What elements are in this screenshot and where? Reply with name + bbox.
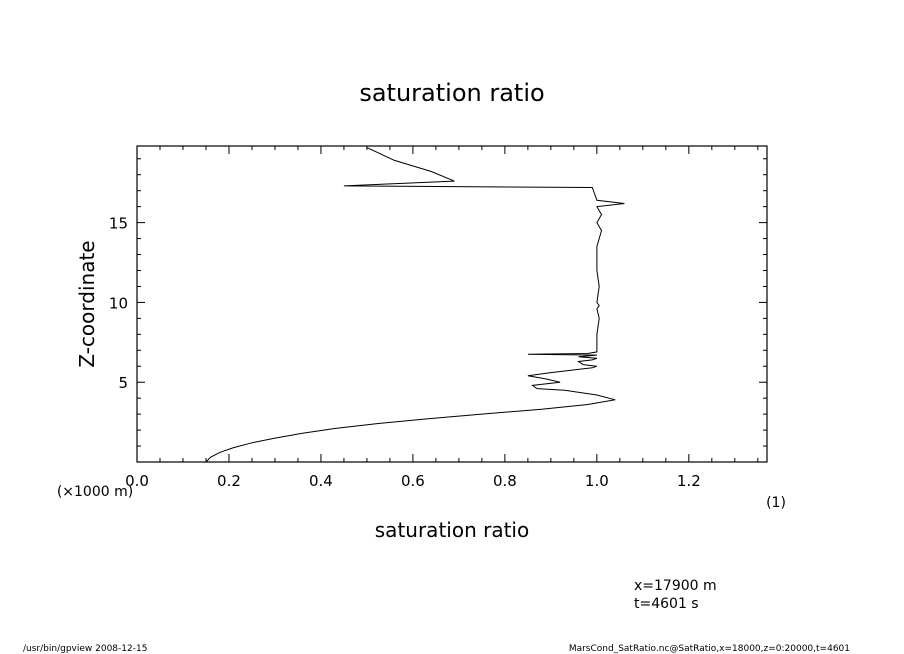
y-tick-labels: 5 10 15	[109, 215, 128, 393]
y-axis-label: Z-coordinate	[75, 240, 99, 367]
footer-right: MarsCond_SatRatio.nc@SatRatio,x=18000,z=…	[569, 644, 850, 654]
axis-ticks	[136, 146, 767, 462]
x-tick-labels: 0.0 0.2 0.4 0.6 0.8 1.0 1.2	[125, 472, 701, 490]
x-tick-label: 0.6	[401, 472, 425, 490]
plot-frame	[136, 145, 768, 463]
y-tick-label: 10	[109, 294, 128, 312]
x-tick-label: 0.2	[217, 472, 241, 490]
x-tick-label: 0.8	[493, 472, 517, 490]
x-tick-label: 0.4	[309, 472, 333, 490]
y-tick-label: 15	[109, 215, 128, 233]
footer-left: /usr/bin/gpview 2008-12-15	[23, 644, 147, 654]
y-axis-unit: (×1000 m)	[57, 484, 133, 500]
x-axis-label: saturation ratio	[375, 518, 529, 542]
annotation-x-position: x=17900 m	[634, 578, 717, 594]
annotation-time: t=4601 s	[634, 596, 699, 612]
x-tick-label: 1.2	[677, 472, 701, 490]
x-tick-label: 1.0	[585, 472, 609, 490]
series-line	[205, 147, 625, 463]
x-axis-unit: (1)	[766, 495, 786, 511]
chart-title: saturation ratio	[359, 79, 544, 107]
y-tick-label: 5	[118, 374, 128, 392]
x-tick-label: 0.0	[125, 472, 149, 490]
